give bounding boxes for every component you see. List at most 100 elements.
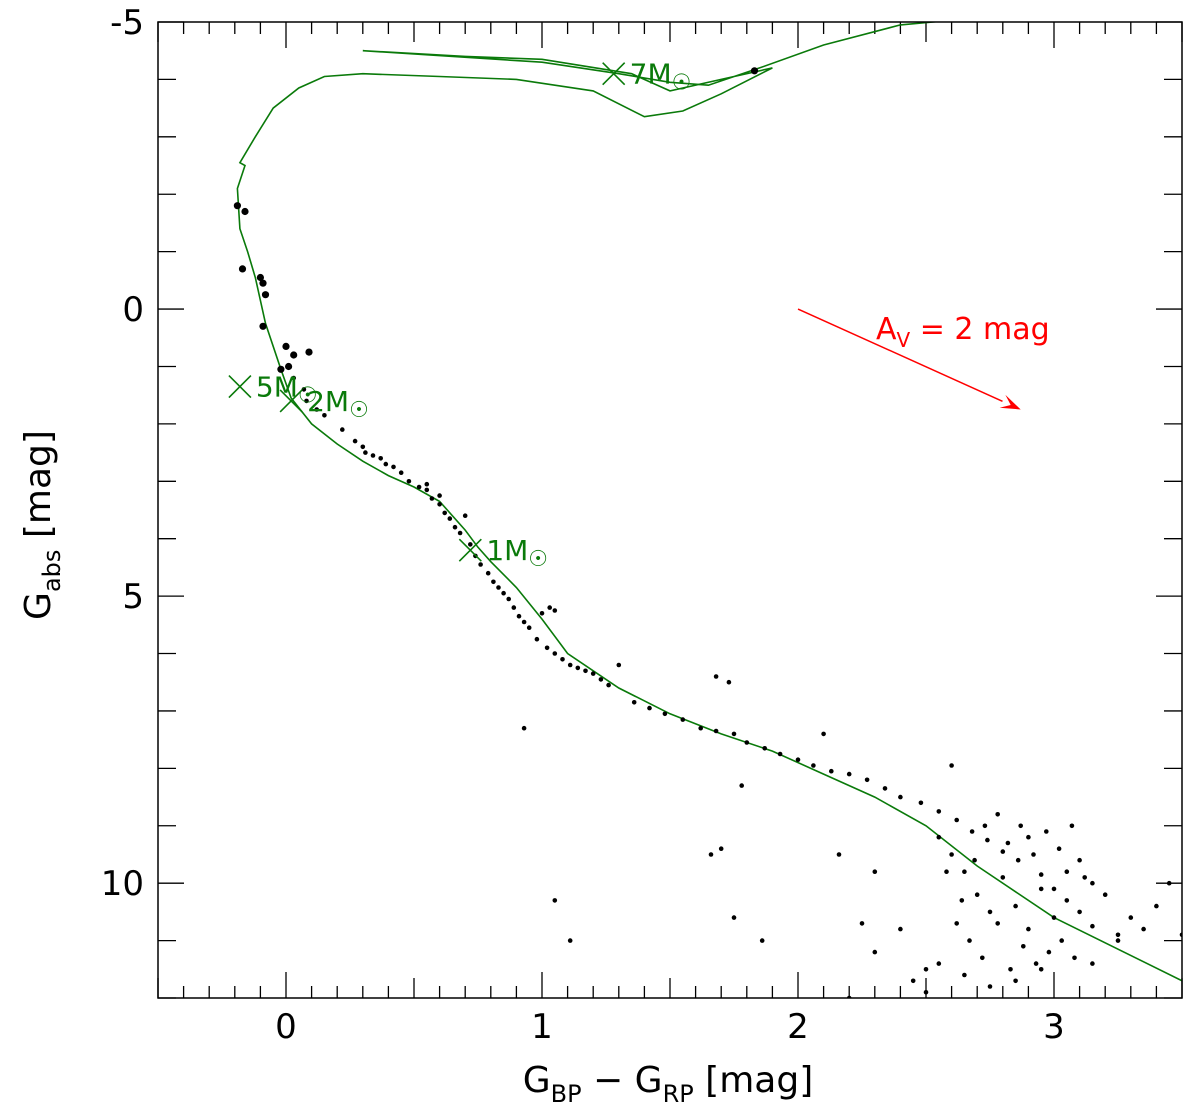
mass-labels: 7M☉ 5M☉2M☉ 1M☉ xyxy=(256,58,691,573)
star-point xyxy=(1115,932,1121,938)
y-tick-label: 5 xyxy=(122,577,144,617)
x-tick-label: 1 xyxy=(531,1007,553,1047)
extinction-arrow-head xyxy=(999,394,1021,410)
star-point xyxy=(501,590,506,596)
star-point xyxy=(352,438,358,444)
mass-marker xyxy=(458,538,482,562)
star-point xyxy=(1021,944,1026,949)
star-point xyxy=(974,892,980,897)
star-point xyxy=(383,461,389,467)
star-point xyxy=(731,915,737,920)
star-point xyxy=(713,674,719,679)
star-point xyxy=(859,921,865,926)
star-point xyxy=(424,487,430,493)
star-point xyxy=(821,731,826,737)
star-point xyxy=(301,387,307,392)
star-point xyxy=(1026,926,1031,932)
star-point xyxy=(406,479,412,484)
star-point xyxy=(1005,840,1011,846)
star-point xyxy=(923,990,929,995)
y-tick-label: 10 xyxy=(101,864,144,904)
star-point xyxy=(708,852,714,857)
star-point xyxy=(575,665,581,671)
star-point xyxy=(1000,875,1006,880)
star-point xyxy=(713,728,719,734)
plot-frame xyxy=(157,21,1183,999)
star-point xyxy=(485,570,491,576)
mass-label: 2M☉ xyxy=(307,385,369,423)
star-point xyxy=(304,398,309,404)
star-point xyxy=(238,265,247,273)
star-point xyxy=(944,869,949,874)
extinction-label: AV = 2 mag xyxy=(876,312,1050,352)
star-point xyxy=(959,898,965,903)
tick-labels: 0 1 2 3 -5 0 5 10 xyxy=(101,3,1065,1047)
star-point xyxy=(898,794,903,800)
star-point xyxy=(416,484,422,490)
star-point xyxy=(1038,967,1044,972)
star-point xyxy=(1031,852,1036,857)
x-tick-label: 2 xyxy=(787,1007,809,1047)
star-point xyxy=(598,677,604,682)
star-point xyxy=(291,375,297,381)
star-point xyxy=(1102,892,1108,897)
star-point xyxy=(322,413,327,418)
star-point xyxy=(795,757,801,762)
star-point xyxy=(954,817,959,823)
star-point xyxy=(1038,886,1044,892)
star-point xyxy=(547,605,552,610)
star-point xyxy=(544,645,550,651)
star-point xyxy=(552,898,558,903)
mass-label: 1M☉ xyxy=(486,534,548,572)
star-point xyxy=(496,585,501,590)
star-point xyxy=(233,202,241,210)
star-point xyxy=(378,456,384,461)
star-point xyxy=(1154,903,1159,909)
star-point xyxy=(680,717,686,722)
star-point xyxy=(718,846,724,851)
star-point xyxy=(261,291,270,299)
star-point xyxy=(539,611,545,616)
star-point xyxy=(1090,923,1095,929)
star-point xyxy=(647,705,652,711)
star-point xyxy=(872,949,878,955)
star-point xyxy=(1013,978,1018,984)
star-point xyxy=(468,542,473,547)
star-point xyxy=(398,470,404,476)
star-point xyxy=(590,671,596,676)
star-point xyxy=(521,619,527,625)
plot-area xyxy=(228,22,1182,998)
star-point xyxy=(1072,955,1077,961)
star-point xyxy=(567,938,573,943)
star-point xyxy=(1166,880,1172,886)
star-point xyxy=(567,662,573,668)
mass-label: 5M☉ xyxy=(256,371,318,409)
star-point xyxy=(1064,869,1070,874)
star-point xyxy=(910,978,916,984)
star-point xyxy=(457,530,463,536)
star-point xyxy=(1015,857,1021,863)
star-point xyxy=(1013,903,1018,909)
mass-marker xyxy=(228,374,252,399)
star-point xyxy=(429,496,435,501)
star-point xyxy=(1044,829,1049,834)
mass-marker xyxy=(279,389,303,413)
star-point xyxy=(534,636,540,642)
star-point xyxy=(1090,961,1095,966)
y-axis-label: Gabs [mag] xyxy=(18,430,66,620)
star-point xyxy=(256,273,264,282)
x-axis-label: GBP − GRP [mag] xyxy=(523,1060,813,1108)
star-point xyxy=(516,613,522,619)
star-point xyxy=(437,502,442,507)
star-point xyxy=(1128,915,1134,920)
star-point xyxy=(370,453,376,458)
star-point xyxy=(1082,875,1087,880)
star-point xyxy=(631,700,637,705)
star-point xyxy=(583,668,588,674)
star-point xyxy=(1038,872,1044,877)
star-point xyxy=(424,481,430,487)
star-point xyxy=(962,869,967,874)
star-point xyxy=(872,869,878,874)
